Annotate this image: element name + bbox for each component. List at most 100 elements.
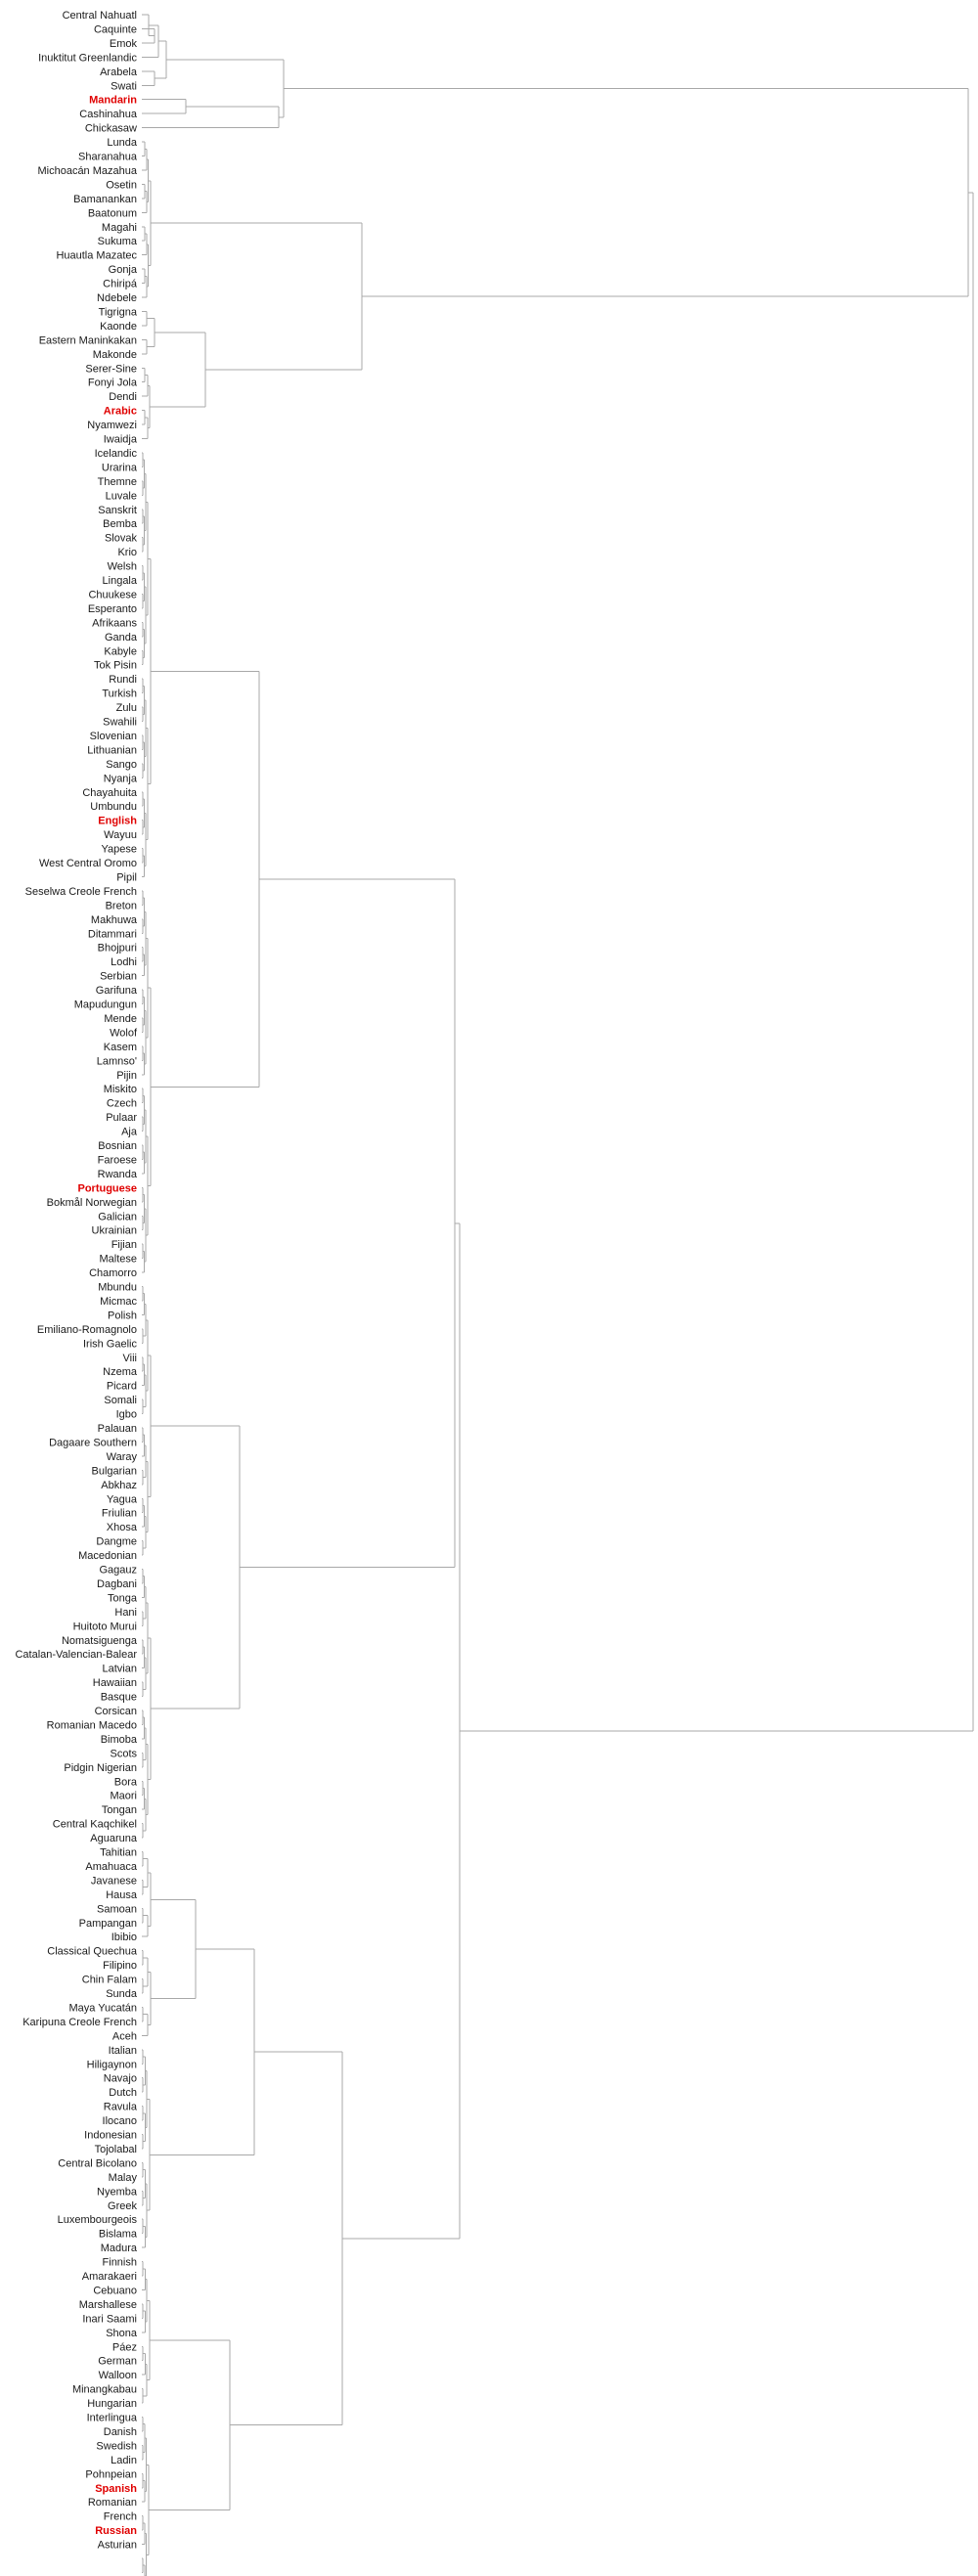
leaf-label: Lodhi — [111, 956, 137, 968]
leaf-label: Magahi — [102, 222, 137, 234]
leaf-label: Themne — [98, 476, 137, 488]
leaf-label: Romanian — [88, 2497, 137, 2509]
leaf-label: Nyanja — [104, 773, 138, 784]
leaf-label: Pidgin Nigerian — [64, 1762, 137, 1774]
leaf-label: Afrikaans — [92, 617, 137, 629]
leaf-label: Basque — [101, 1692, 137, 1704]
leaf-label: German — [98, 2356, 137, 2368]
leaf-label: Rwanda — [98, 1169, 138, 1180]
leaf-label: Waray — [107, 1451, 138, 1463]
leaf-label: Chin Falam — [82, 1975, 137, 1986]
leaf-label: Pulaar — [106, 1112, 137, 1124]
leaf-label: Scots — [110, 1748, 137, 1759]
leaf-label: Rundi — [109, 674, 137, 686]
leaf-label: Filipino — [103, 1960, 137, 1972]
leaf-label: Friulian — [102, 1508, 137, 1520]
leaf-label: Chickasaw — [85, 123, 137, 135]
leaf-label: Navajo — [104, 2073, 137, 2085]
leaf-label: Portuguese — [77, 1182, 137, 1194]
leaf-label: Macedonian — [78, 1550, 137, 1562]
leaf-label: Maltese — [99, 1254, 137, 1266]
leaf-label: Cebuano — [93, 2285, 137, 2296]
leaf-label: Mende — [104, 1013, 137, 1025]
leaf-label: Latvian — [103, 1664, 137, 1675]
leaf-label: Central Kaqchikel — [53, 1819, 137, 1831]
leaf-label: Russian — [95, 2525, 137, 2537]
leaf-label: Bamanankan — [73, 194, 137, 205]
leaf-label: Interlingua — [87, 2413, 138, 2424]
leaf-label: Ndebele — [97, 292, 137, 304]
leaf-label: Gagauz — [99, 1565, 137, 1577]
leaf-label: Nomatsiguenga — [62, 1635, 138, 1647]
leaf-label: Swedish — [96, 2440, 137, 2452]
leaf-label: Mapudungun — [74, 999, 137, 1011]
leaf-label: Bemba — [103, 518, 138, 530]
leaf-label: Czech — [107, 1098, 137, 1110]
leaf-label: Arabela — [100, 67, 138, 78]
leaf-label: Makhuwa — [91, 914, 138, 926]
leaf-label: Chayahuita — [82, 787, 138, 799]
leaf-label: Garifuna — [96, 985, 138, 997]
leaf-label: Javanese — [91, 1875, 137, 1887]
leaf-label: Makonde — [93, 349, 137, 361]
leaf-label: Samoan — [97, 1903, 137, 1915]
leaf-label: Bislama — [99, 2229, 138, 2241]
leaf-label: Icelandic — [95, 448, 138, 460]
dendrogram-links — [142, 14, 974, 2576]
leaf-label: Tonga — [108, 1592, 138, 1604]
leaf-label: Somali — [104, 1395, 137, 1406]
leaf-label: Pipil — [116, 871, 137, 883]
leaf-label: Lithuanian — [87, 744, 137, 756]
leaf-label: Dendi — [109, 391, 137, 403]
leaf-label: Breton — [106, 900, 137, 911]
leaf-label: Ilocano — [103, 2115, 137, 2127]
leaf-label: Palauan — [98, 1423, 137, 1435]
leaf-label: Ganda — [105, 632, 138, 644]
leaf-label: Hausa — [106, 1889, 138, 1901]
leaf-label: Tahitian — [100, 1847, 137, 1859]
leaf-label: Seselwa Creole French — [25, 886, 137, 898]
leaf-label: Lamnso' — [97, 1055, 137, 1067]
leaf-label: Catalan-Valencian-Balear — [15, 1649, 137, 1661]
leaf-label: Ditammari — [88, 928, 137, 940]
leaf-label: Yagua — [107, 1493, 138, 1505]
leaf-label: Madura — [101, 2243, 138, 2254]
leaf-label: Urarina — [102, 462, 138, 473]
leaf-label: Tongan — [102, 1804, 137, 1816]
leaf-label: Inari Saami — [82, 2313, 137, 2325]
leaf-label: Ladin — [111, 2455, 137, 2466]
leaf-label: Irish Gaelic — [83, 1338, 138, 1350]
leaf-label: Sanskrit — [98, 505, 137, 516]
leaf-label: Spanish — [95, 2483, 137, 2495]
leaf-label: Aguaruna — [90, 1833, 138, 1844]
leaf-label: Kaonde — [100, 321, 137, 333]
leaf-label: Karipuna Creole French — [22, 2017, 137, 2028]
leaf-label: Dagbani — [97, 1578, 137, 1590]
leaf-label: Aceh — [112, 2030, 137, 2042]
leaf-label: Iwaidja — [104, 434, 138, 446]
leaf-label: Central Nahuatl — [63, 10, 137, 22]
leaf-label: Corsican — [95, 1706, 137, 1717]
leaf-label: Emiliano-Romagnolo — [37, 1324, 137, 1336]
leaf-label: Viii — [123, 1353, 137, 1364]
leaf-label: Sango — [106, 759, 137, 771]
leaf-label: Aja — [121, 1127, 138, 1138]
leaf-label: Baatonum — [88, 207, 137, 219]
leaf-label: Picard — [107, 1381, 137, 1393]
leaf-label: Mandarin — [89, 95, 137, 107]
leaf-label: Hiligaynon — [87, 2059, 137, 2070]
leaf-label: English — [98, 816, 137, 827]
leaf-label: Maori — [110, 1791, 137, 1802]
leaf-label: Osetin — [106, 179, 137, 191]
leaf-label: Amahuaca — [85, 1861, 137, 1873]
leaf-label: Kabyle — [104, 645, 137, 657]
leaf-label: Michoacán Mazahua — [37, 165, 137, 177]
leaf-label: Minangkabau — [72, 2384, 137, 2396]
leaf-label: Fonyi Jola — [88, 378, 138, 389]
leaf-label: Mbundu — [98, 1282, 137, 1294]
leaf-label: Umbundu — [90, 801, 137, 813]
leaf-label: Bora — [114, 1776, 138, 1788]
leaf-label: Pampangan — [79, 1918, 137, 1930]
